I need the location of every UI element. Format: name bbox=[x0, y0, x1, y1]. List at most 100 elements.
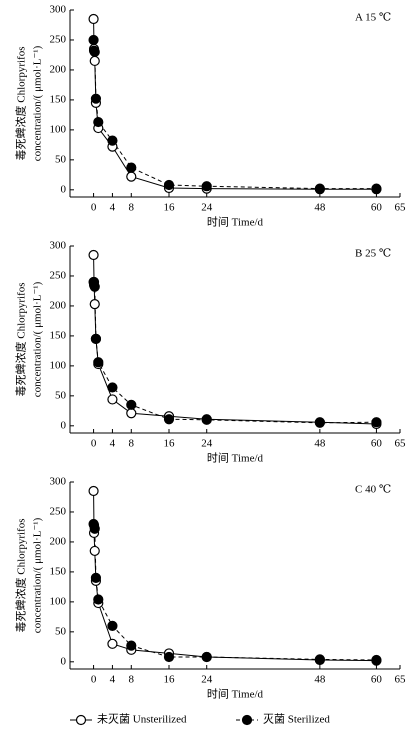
data-point bbox=[201, 181, 212, 192]
x-tick-label: 60 bbox=[371, 202, 383, 214]
panel-label: A 15 ℃ bbox=[355, 12, 391, 24]
x-tick-label: 0 bbox=[91, 202, 97, 214]
x-tick-label: 8 bbox=[129, 438, 135, 450]
y-tick-label: 150 bbox=[50, 565, 67, 577]
data-point bbox=[107, 135, 118, 146]
data-point bbox=[107, 394, 118, 405]
y-tick-label: 0 bbox=[61, 183, 67, 195]
y-tick-label: 50 bbox=[55, 153, 67, 165]
y-tick-label: 150 bbox=[50, 329, 67, 341]
x-axis-label: 时间 Time/d bbox=[207, 216, 264, 229]
data-point bbox=[126, 640, 137, 651]
x-tick-label: 0 bbox=[91, 438, 97, 450]
data-point bbox=[201, 414, 212, 425]
x-tick-label: 0 bbox=[91, 674, 97, 686]
x-tick-label: 8 bbox=[129, 202, 135, 214]
x-tick-label: 4 bbox=[110, 674, 116, 686]
x-tick-label: 24 bbox=[201, 674, 213, 686]
panel-label: B 25 ℃ bbox=[355, 248, 391, 260]
x-tick-label: 24 bbox=[201, 202, 213, 214]
series-line bbox=[93, 523, 377, 661]
data-point bbox=[90, 93, 102, 104]
data-point bbox=[107, 382, 118, 393]
x-tick-label: 16 bbox=[164, 438, 176, 450]
data-point bbox=[89, 523, 100, 534]
x-tick-label: 48 bbox=[314, 674, 326, 686]
series-line bbox=[93, 254, 377, 425]
y-tick-label: 300 bbox=[50, 4, 67, 16]
data-point bbox=[90, 572, 102, 583]
x-tick-label: 60 bbox=[371, 438, 383, 450]
legend-label: 灭菌 Sterilized bbox=[263, 713, 330, 726]
y-tick-label: 50 bbox=[55, 389, 67, 401]
data-point bbox=[89, 55, 100, 67]
x-tick-label: 4 bbox=[110, 438, 116, 450]
legend-marker bbox=[241, 714, 253, 726]
x-axis-label: 时间 Time/d bbox=[207, 688, 264, 701]
data-point bbox=[90, 333, 102, 345]
y-axis-label: concentration/( μmol·L⁻¹) bbox=[32, 45, 44, 161]
y-tick-label: 100 bbox=[50, 359, 67, 371]
series-line bbox=[93, 18, 377, 190]
y-tick-label: 0 bbox=[61, 655, 67, 667]
y-tick-label: 250 bbox=[50, 269, 67, 281]
x-tick-label: 4 bbox=[110, 202, 116, 214]
x-tick-label: 60 bbox=[371, 674, 383, 686]
x-tick-label: 24 bbox=[201, 438, 213, 450]
x-axis-label: 时间 Time/d bbox=[207, 452, 264, 465]
data-point bbox=[371, 417, 382, 428]
data-point bbox=[163, 414, 175, 425]
data-point bbox=[107, 620, 118, 631]
data-point bbox=[314, 183, 325, 194]
series-line bbox=[93, 490, 377, 662]
y-tick-label: 100 bbox=[50, 595, 67, 607]
data-point bbox=[88, 485, 99, 497]
x-tick-label: 48 bbox=[314, 438, 326, 450]
data-point bbox=[371, 654, 382, 666]
data-point bbox=[314, 417, 325, 428]
data-point bbox=[314, 654, 325, 665]
data-point bbox=[163, 179, 175, 191]
y-tick-label: 250 bbox=[50, 33, 67, 45]
data-point bbox=[89, 281, 100, 292]
x-tick-label: 16 bbox=[164, 202, 176, 214]
y-axis-label: concentration/( μmol·L⁻¹) bbox=[32, 517, 44, 633]
data-point bbox=[163, 651, 175, 663]
y-axis-label: 毒死蜱浓度 Chlorpyrifos bbox=[14, 283, 28, 397]
y-tick-label: 250 bbox=[50, 505, 67, 517]
y-tick-label: 200 bbox=[50, 63, 67, 75]
data-point bbox=[88, 249, 99, 261]
y-tick-label: 150 bbox=[50, 93, 67, 105]
legend-marker bbox=[75, 714, 87, 726]
x-tick-label: 65 bbox=[395, 202, 407, 214]
x-tick-label: 16 bbox=[164, 674, 176, 686]
x-tick-label: 48 bbox=[314, 202, 326, 214]
data-point bbox=[89, 299, 100, 310]
data-point bbox=[371, 183, 382, 194]
y-tick-label: 300 bbox=[50, 476, 67, 488]
y-tick-label: 100 bbox=[50, 123, 67, 135]
data-point bbox=[93, 594, 104, 605]
series-line bbox=[93, 281, 377, 424]
x-tick-label: 65 bbox=[395, 674, 407, 686]
y-tick-label: 200 bbox=[50, 535, 67, 547]
y-axis-label: 毒死蜱浓度 Chlorpyrifos bbox=[14, 47, 28, 161]
data-point bbox=[89, 545, 100, 557]
panel-label: C 40 ℃ bbox=[355, 484, 391, 496]
data-point bbox=[88, 34, 99, 46]
x-tick-label: 8 bbox=[129, 674, 135, 686]
data-point bbox=[126, 408, 137, 419]
data-point bbox=[126, 162, 137, 173]
legend-label: 未灭菌 Unsterilized bbox=[97, 713, 187, 726]
data-point bbox=[107, 638, 118, 649]
data-point bbox=[201, 651, 212, 663]
data-point bbox=[88, 13, 99, 25]
y-axis-label: concentration/( μmol·L⁻¹) bbox=[32, 281, 44, 397]
y-axis-label: 毒死蜱浓度 Chlorpyrifos bbox=[14, 519, 28, 633]
y-tick-label: 50 bbox=[55, 625, 67, 637]
data-point bbox=[126, 399, 137, 410]
y-tick-label: 300 bbox=[50, 240, 67, 252]
x-tick-label: 65 bbox=[395, 438, 407, 450]
y-tick-label: 0 bbox=[61, 419, 67, 431]
